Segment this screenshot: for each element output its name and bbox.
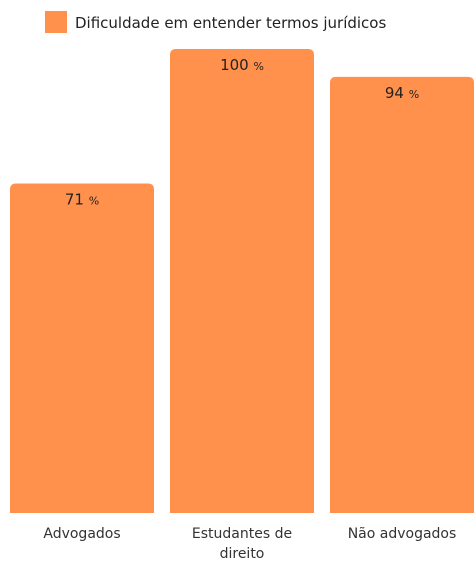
category-label: Estudantes de direito (192, 526, 292, 562)
legend-label: Dificuldade em entender termos jurídicos (75, 14, 386, 32)
category-labels-group: Advogados Estudantes de direito Não advogad… (43, 526, 456, 562)
category-label: Não advogados (348, 526, 457, 542)
bar (330, 76, 474, 513)
bar (10, 183, 154, 513)
legend: Dificuldade em entender termos jurídicos (45, 11, 386, 33)
category-label: Advogados (43, 526, 120, 542)
bar-value-label: 94 % (385, 84, 419, 102)
bar (170, 49, 314, 513)
bars-group (10, 49, 474, 513)
bar-value-label: 71 % (65, 191, 99, 209)
legend-swatch (45, 11, 67, 33)
bar-value-label: 100 % (220, 56, 264, 74)
value-labels-group: 71 % 100 % 94 % (65, 56, 419, 209)
